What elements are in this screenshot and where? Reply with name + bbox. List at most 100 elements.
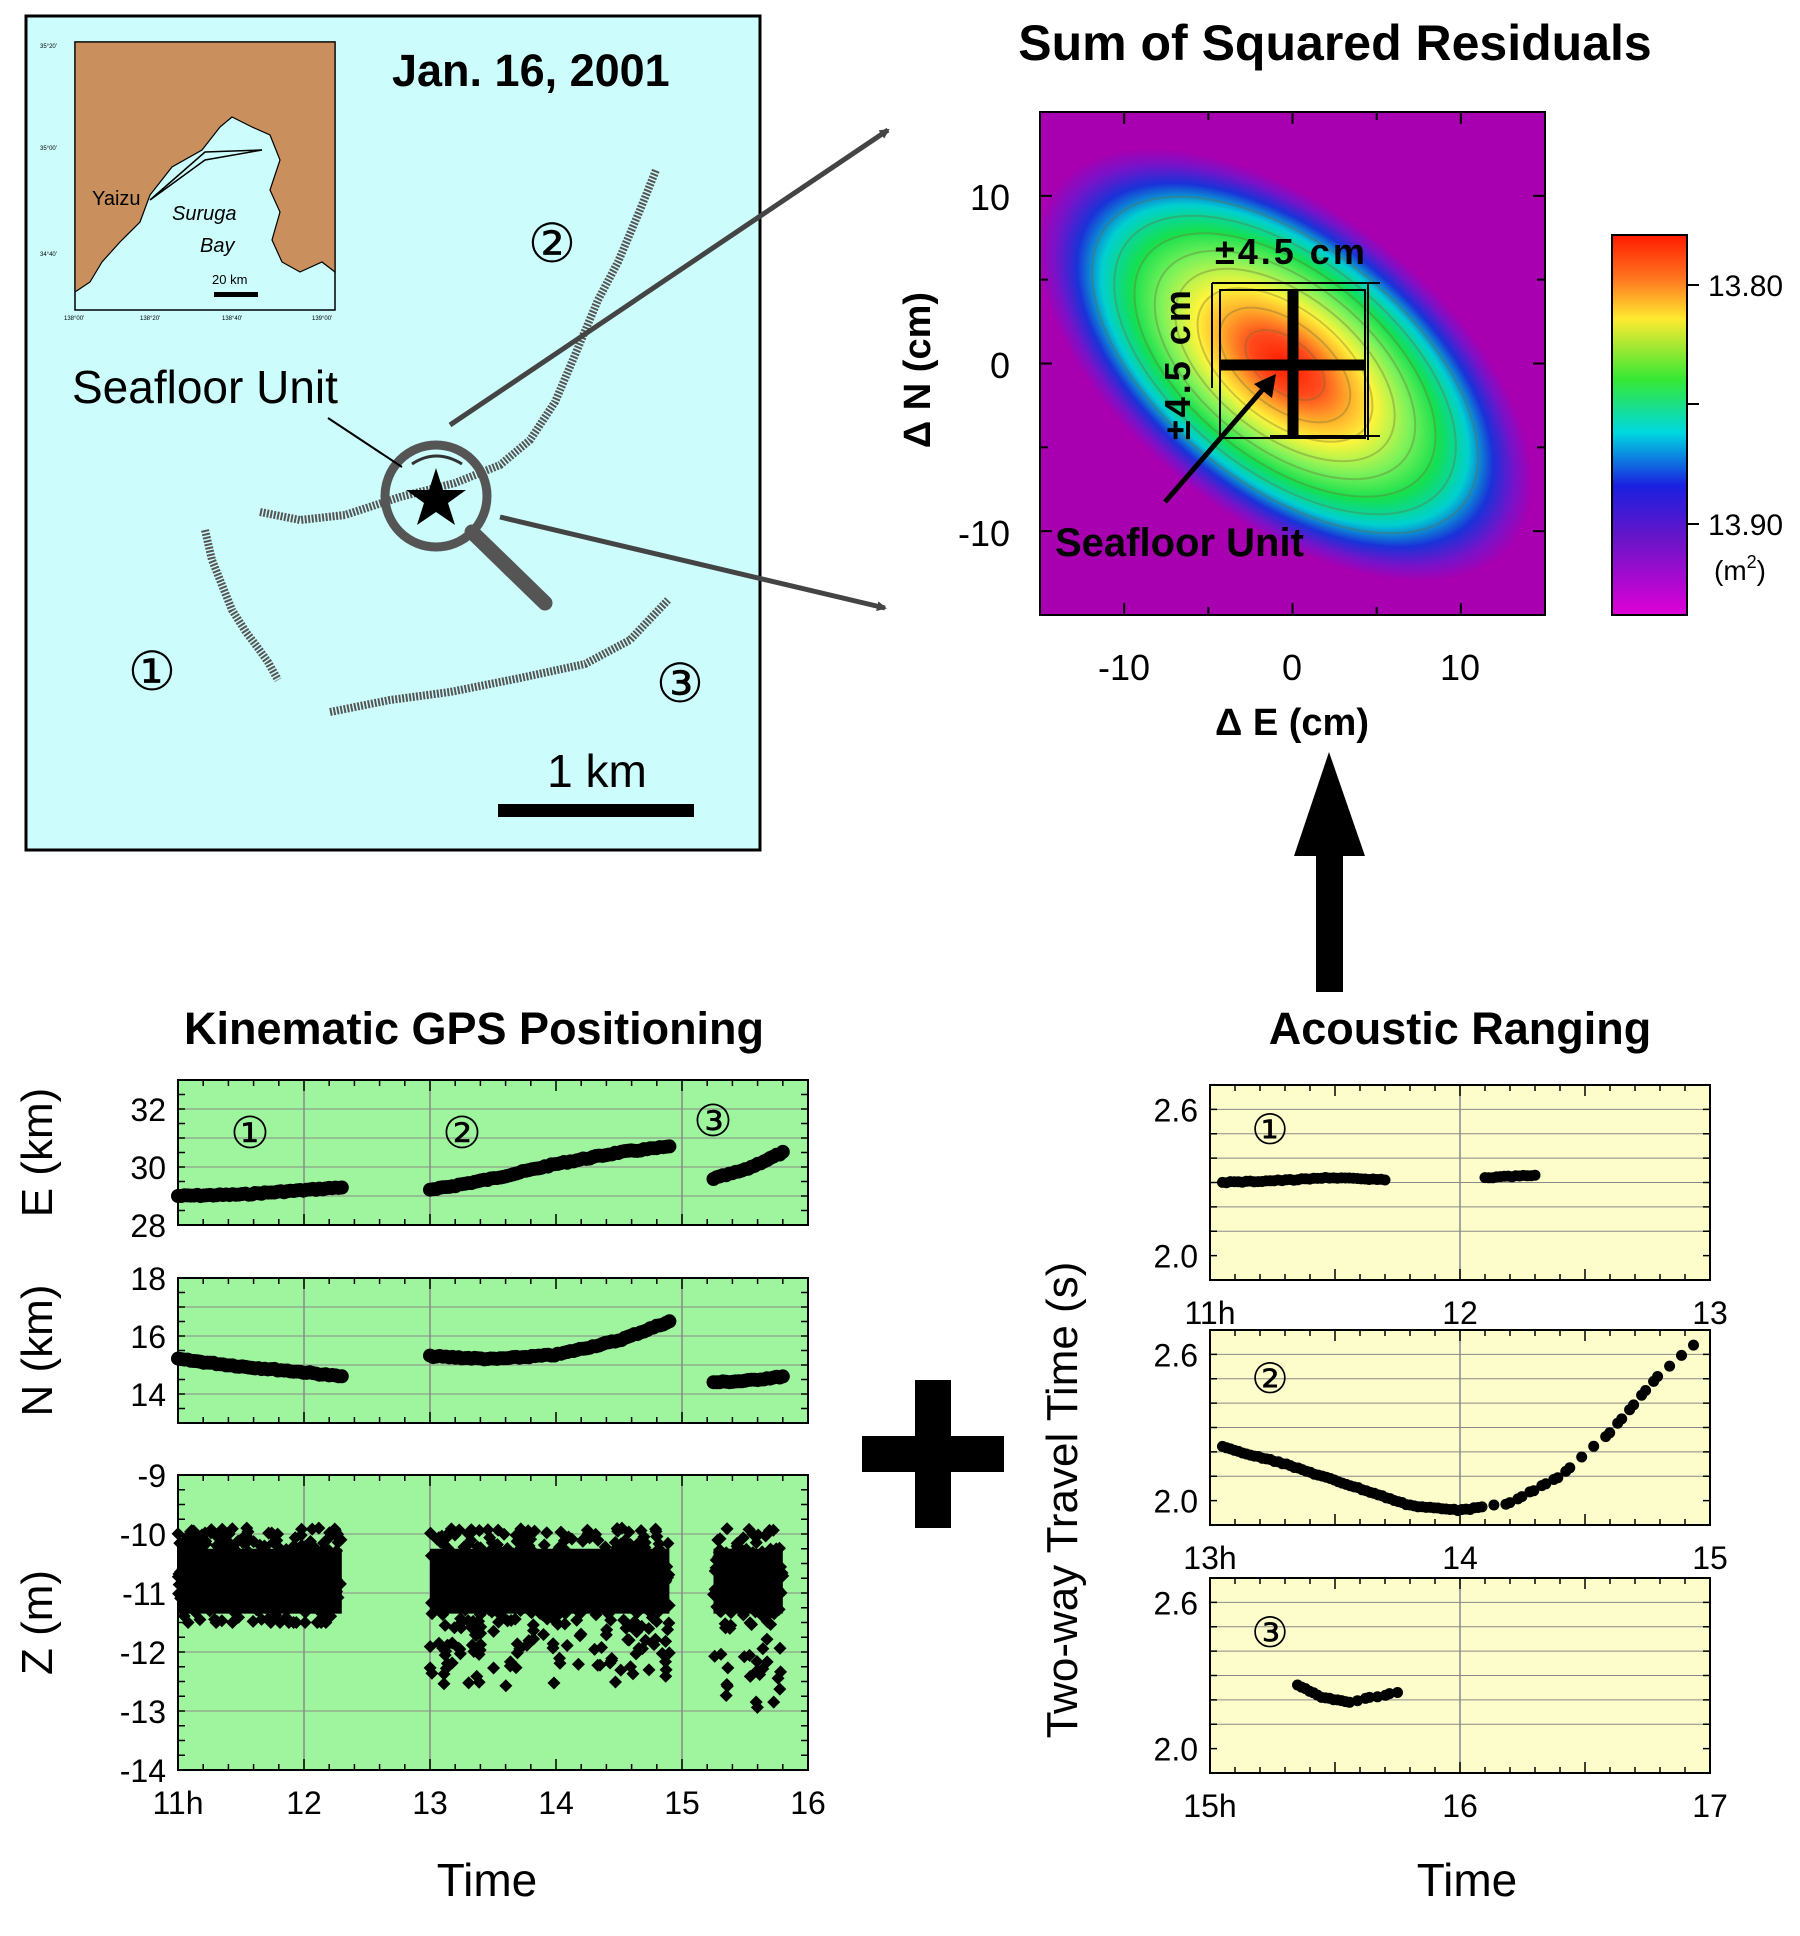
- gps-vertical-panel-point: [661, 1623, 675, 1637]
- gps-vertical-panel-point: [593, 1658, 607, 1672]
- gps-vertical-panel-point: [502, 1555, 516, 1569]
- acoustic-segment-label-1: ①: [1251, 1106, 1289, 1153]
- gps-vertical-panel-point: [608, 1594, 622, 1608]
- gps-vertical-panel-point: [236, 1536, 250, 1550]
- gps-vertical-panel-ytick-label: -10: [120, 1517, 166, 1553]
- gps-vertical-panel-point: [581, 1559, 595, 1573]
- gps-vertical-panel-point: [433, 1568, 447, 1582]
- gps-vertical-panel-point: [220, 1552, 234, 1566]
- gps-vertical-panel-point: [249, 1603, 263, 1617]
- gps-vertical-panel-ytick-label: -9: [138, 1458, 166, 1494]
- acoustic-panel-2-point: [1516, 1491, 1528, 1503]
- gps-vertical-panel-point: [271, 1527, 285, 1541]
- gps-vertical-panel-point: [652, 1604, 666, 1618]
- gps-xlabel: Time: [437, 1854, 538, 1906]
- gps-vertical-panel-point: [316, 1557, 330, 1571]
- heatmap-ytick-10: 10: [970, 177, 1010, 218]
- gps-east-panel-background: [178, 1080, 808, 1225]
- error-east-label: ±4.5 cm: [1215, 231, 1368, 272]
- gps-vertical-panel-point: [464, 1533, 478, 1547]
- inset-yaizu-label: Yaizu: [92, 188, 141, 210]
- gps-vertical-panel-point: [756, 1642, 770, 1656]
- gps-vertical-panel-point: [445, 1636, 459, 1650]
- gps-vertical-panel-point: [280, 1603, 294, 1617]
- gps-vertical-panel-point: [737, 1650, 751, 1664]
- acoustic-panel-2-point: [1476, 1501, 1488, 1513]
- gps-vertical-panel-point: [287, 1550, 301, 1564]
- acoustic-panel-3-xtick-label: 15h: [1183, 1788, 1236, 1824]
- gps-vertical-panel-point: [240, 1521, 254, 1535]
- map-date: Jan. 16, 2001: [392, 45, 670, 96]
- gps-vertical-panel-point: [541, 1549, 555, 1563]
- gps-vertical-panel-point: [473, 1608, 487, 1622]
- gps-vertical-panel-point: [659, 1663, 673, 1677]
- gps-vertical-panel-point: [529, 1560, 543, 1574]
- gps-north-panel-ytick-label: 16: [130, 1319, 166, 1355]
- inset-lon-1: 138°00': [64, 316, 84, 322]
- gps-vertical-panel-point: [723, 1621, 737, 1635]
- heatmap-xtick-10: 10: [1440, 647, 1480, 688]
- gps-vertical-panel-point: [634, 1524, 648, 1538]
- gps-vertical-panel-point: [587, 1582, 601, 1596]
- magnifier-icon: [380, 440, 553, 611]
- gps-vertical-panel-point: [265, 1553, 279, 1567]
- gps-vertical-panel-point: [755, 1605, 769, 1619]
- gps-vertical-panel-point: [600, 1550, 614, 1564]
- gps-vertical-panel-point: [487, 1554, 501, 1568]
- gps-vertical-panel-point: [710, 1600, 724, 1614]
- gps-vertical-panel-point: [721, 1569, 735, 1583]
- gps-vertical-panel-point: [466, 1596, 480, 1610]
- gps-east-panel-point: [334, 1180, 349, 1195]
- gps-east-panel-point: [662, 1139, 677, 1154]
- gps-vertical-panel-point: [298, 1586, 312, 1600]
- acoustic-panel-2-point: [1664, 1360, 1676, 1372]
- survey-map: Yaizu Suruga Bay 20 km 35°20' 35°00' 34°…: [24, 14, 762, 852]
- gps-vertical-panel-point: [298, 1616, 312, 1629]
- gps-vertical-panel-point: [571, 1657, 585, 1671]
- gps-vertical-panel-point: [731, 1566, 745, 1580]
- gps-vertical-panel-point: [437, 1537, 451, 1551]
- gps-vertical-panel-point: [629, 1647, 643, 1661]
- acoustic-panel-3-xtick-label: 16: [1442, 1788, 1478, 1824]
- gps-vertical-panel-point: [614, 1663, 628, 1677]
- acoustic-panel-2-point: [1616, 1413, 1628, 1425]
- gps-vertical-panel-point: [546, 1637, 560, 1651]
- acoustic-panel-1-ytick-label: 2.0: [1154, 1239, 1198, 1275]
- gps-vertical-panel-point: [181, 1616, 195, 1629]
- plus-icon: [862, 1380, 1004, 1528]
- gps-vertical-panel-point: [608, 1675, 622, 1689]
- acoustic-panels: 2.6 2.0 11h 12 13 2.6 2.0 13h 14 15 2.6 2.0 15h 16 17: [1154, 1084, 1728, 1824]
- gps-vertical-panel-point: [467, 1644, 481, 1658]
- gps-vertical-panel-point: [466, 1614, 480, 1628]
- gps-north-panel-point: [334, 1369, 349, 1384]
- gps-vertical-panel-point: [218, 1600, 232, 1614]
- acoustic-panel-2-ytick-label: 2.0: [1154, 1484, 1198, 1520]
- gps-vertical-panel-point: [618, 1534, 632, 1548]
- gps-vertical-panel-point: [565, 1532, 579, 1546]
- heatmap-ylabel: Δ N (cm): [897, 292, 939, 448]
- gps-vertical-panel-point: [295, 1522, 309, 1536]
- inset-lat-2: 35°00': [40, 146, 57, 152]
- acoustic-panel-1-point: [1529, 1169, 1541, 1181]
- heatmap-xtick-neg10: -10: [1098, 647, 1150, 688]
- acoustic-panel-3-series-1: [1292, 1679, 1403, 1708]
- gps-vertical-panel-point: [619, 1621, 633, 1635]
- gps-vertical-panel-point: [311, 1615, 325, 1629]
- gps-vertical-panel-point: [173, 1536, 187, 1550]
- inset-lat-3: 34°40': [40, 252, 57, 258]
- gps-vertical-panel-point: [196, 1550, 210, 1564]
- gps-vertical-panel-point: [272, 1541, 286, 1555]
- gps-vertical-panel-point: [767, 1567, 781, 1581]
- acoustic-panel-2-point: [1488, 1499, 1500, 1511]
- gps-vertical-panel-point: [564, 1596, 578, 1610]
- inset-lon-4: 139°00': [312, 316, 332, 322]
- gps-vertical-panel-point: [221, 1539, 235, 1553]
- gps-vertical-panel-xtick-label: 12: [286, 1785, 322, 1821]
- gps-vertical-panel-point: [526, 1578, 540, 1592]
- gps-vertical-panel-point: [604, 1613, 618, 1627]
- acoustic-panel-1-xtick-label: 11h: [1184, 1295, 1235, 1331]
- gps-east-panel-ytick-label: 30: [130, 1150, 166, 1186]
- heatmap-seafloor-label: Seafloor Unit: [1055, 521, 1304, 565]
- acoustic-panel-2-xtick-label: 13h: [1183, 1540, 1236, 1576]
- track-label-2: ②: [528, 214, 576, 274]
